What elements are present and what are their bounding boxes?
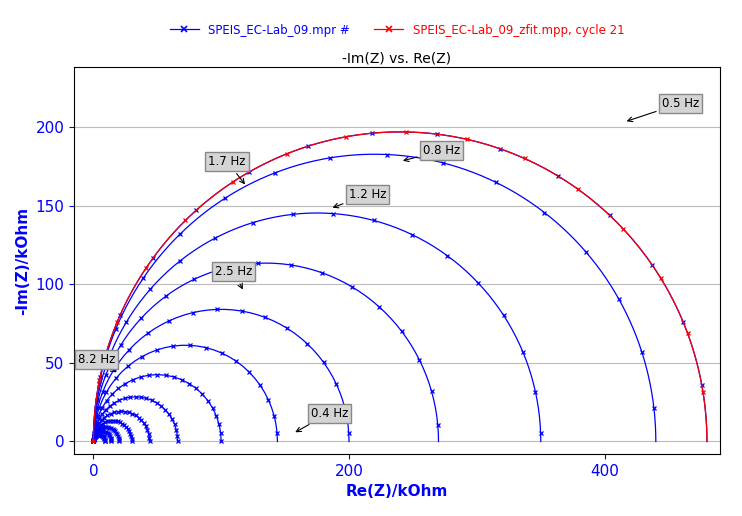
X-axis label: Re(Z)/kOhm: Re(Z)/kOhm [346, 485, 448, 499]
Text: 1.7 Hz: 1.7 Hz [209, 155, 246, 184]
Text: 1.2 Hz: 1.2 Hz [334, 188, 387, 208]
Legend: SPEIS_EC-Lab_09.mpr #, SPEIS_EC-Lab_09_zfit.mpp, cycle 21: SPEIS_EC-Lab_09.mpr #, SPEIS_EC-Lab_09_z… [165, 19, 629, 41]
Text: 0.4 Hz: 0.4 Hz [296, 407, 348, 432]
Text: 2.5 Hz: 2.5 Hz [215, 265, 252, 288]
Text: 0.8 Hz: 0.8 Hz [404, 144, 461, 162]
Text: 0.5 Hz: 0.5 Hz [628, 97, 700, 122]
Text: 8.2 Hz: 8.2 Hz [78, 353, 116, 372]
Title: -Im(Z) vs. Re(Z): -Im(Z) vs. Re(Z) [342, 52, 452, 66]
Y-axis label: -Im(Z)/kOhm: -Im(Z)/kOhm [15, 206, 30, 315]
